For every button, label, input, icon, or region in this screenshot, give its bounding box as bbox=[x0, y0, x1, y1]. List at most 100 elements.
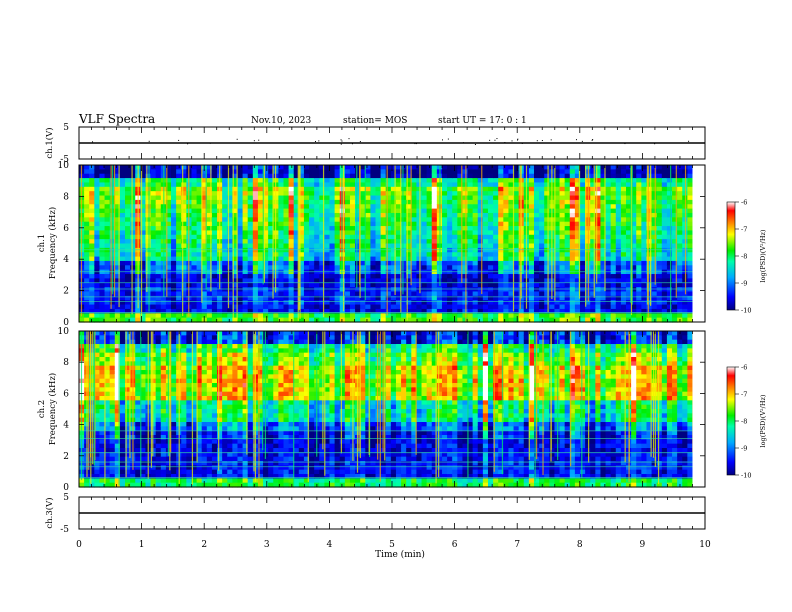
spectrogram-cell bbox=[370, 191, 377, 197]
spectrogram-cell bbox=[569, 247, 576, 253]
spectrogram-cell bbox=[580, 195, 586, 201]
spectrogram-cell bbox=[620, 221, 627, 227]
spectrogram-cell bbox=[656, 165, 663, 170]
spectrogram-cell bbox=[145, 260, 152, 266]
spectrogram-cell bbox=[457, 204, 464, 210]
spectrogram-cell bbox=[672, 230, 678, 236]
spectrogram-cell bbox=[513, 256, 520, 262]
spectrogram-cell bbox=[452, 217, 458, 223]
spectrogram-cell bbox=[324, 282, 331, 288]
spectrogram-cell bbox=[590, 300, 596, 306]
spectrogram-cell bbox=[636, 204, 642, 210]
spectrogram-cell bbox=[283, 291, 290, 297]
spectrogram-cell bbox=[375, 165, 382, 170]
spectrogram-cell bbox=[237, 169, 244, 175]
spectrogram-cell bbox=[99, 426, 106, 432]
spectrogram-cell bbox=[329, 169, 336, 175]
spectrogram-cell bbox=[319, 313, 325, 319]
spectrogram-cell bbox=[314, 278, 320, 284]
spectrogram-cell bbox=[125, 417, 131, 423]
spectrogram-cell bbox=[498, 199, 504, 205]
spectrogram-streak bbox=[593, 165, 595, 298]
spectrogram-cell bbox=[114, 317, 121, 323]
spectrogram-cell bbox=[145, 204, 152, 210]
spectrogram-cell bbox=[293, 195, 300, 201]
spectrogram-cell bbox=[447, 217, 453, 223]
spectrogram-cell bbox=[641, 256, 648, 262]
spectrogram-cell bbox=[365, 186, 372, 192]
spectrogram-cell bbox=[314, 239, 320, 245]
spectrogram-cell bbox=[211, 186, 218, 192]
spectrogram-cell bbox=[94, 435, 101, 440]
spectrogram-cell bbox=[569, 221, 576, 227]
spectrogram-cell bbox=[528, 291, 535, 297]
spectrogram-cell bbox=[339, 260, 346, 266]
spectrogram-cell bbox=[176, 186, 182, 192]
spectrogram-cell bbox=[99, 239, 106, 245]
spectrogram-cell bbox=[426, 230, 433, 236]
spectrogram-cell bbox=[309, 252, 315, 258]
spectrogram-cell bbox=[329, 226, 336, 232]
spectrogram-cell bbox=[298, 265, 305, 271]
spectrogram-cell bbox=[462, 230, 469, 236]
spectrogram-cell bbox=[298, 247, 305, 253]
spectrogram-cell bbox=[99, 439, 106, 445]
spectrogram-cell bbox=[615, 304, 622, 310]
spectrogram-cell bbox=[580, 256, 586, 262]
spectrogram-cell bbox=[651, 239, 658, 245]
spectrogram-cell bbox=[114, 443, 121, 449]
spectrogram-streak bbox=[547, 165, 549, 313]
spectrogram-cell bbox=[533, 260, 540, 266]
spectrogram-cell bbox=[150, 339, 157, 345]
spectrogram-cell bbox=[651, 243, 658, 249]
spectrogram-cell bbox=[171, 217, 177, 223]
spectrogram-cell bbox=[467, 221, 474, 227]
spectrogram-cell bbox=[666, 243, 673, 249]
spectrogram-cell bbox=[176, 230, 182, 236]
spectrogram-cell bbox=[401, 182, 407, 188]
spectrogram-cell bbox=[165, 291, 172, 297]
spectrogram-cell bbox=[600, 260, 607, 266]
spectrogram-cell bbox=[544, 300, 550, 306]
spectrogram-cell bbox=[401, 295, 407, 301]
spectrogram-cell bbox=[472, 191, 479, 197]
spectrogram-cell bbox=[293, 274, 300, 279]
spectrogram-cell bbox=[426, 287, 433, 293]
spectrogram-cell bbox=[355, 195, 361, 201]
spectrogram-cell bbox=[646, 195, 653, 201]
spectrogram-cell bbox=[355, 234, 361, 240]
spectrogram-cell bbox=[600, 191, 607, 197]
spectrogram-cell bbox=[252, 191, 259, 197]
spectrogram-cell bbox=[237, 191, 244, 197]
spectrogram-cell bbox=[661, 308, 668, 314]
spectrogram-streak bbox=[551, 165, 553, 300]
spectrogram-cell bbox=[191, 186, 198, 192]
spectrogram-cell bbox=[462, 226, 469, 232]
spectrogram-cell bbox=[211, 208, 218, 214]
spectrogram-cell bbox=[319, 226, 325, 232]
spectrogram-cell bbox=[651, 182, 658, 188]
spectrogram-cell bbox=[130, 317, 136, 323]
spectrogram-cell bbox=[360, 287, 366, 293]
spectrogram-cell bbox=[135, 443, 141, 449]
spectrogram-cell bbox=[94, 409, 101, 414]
spectrogram-cell bbox=[176, 291, 182, 297]
spectrogram-cell bbox=[610, 208, 617, 214]
spectrogram-cell bbox=[677, 195, 683, 201]
spectrogram-cell bbox=[426, 212, 433, 218]
spectrogram-cell bbox=[421, 178, 428, 184]
spectrogram-cell bbox=[232, 304, 239, 310]
spectrogram-cell bbox=[181, 199, 187, 205]
spectrogram-cell bbox=[176, 221, 182, 227]
spectrogram-cell bbox=[436, 287, 443, 293]
spectrogram-cell bbox=[339, 265, 346, 271]
spectrogram-cell bbox=[334, 265, 341, 271]
spectrogram-cell bbox=[201, 199, 208, 205]
spectrogram-cell bbox=[441, 217, 448, 223]
spectrogram-cell bbox=[421, 239, 428, 245]
spectrogram-cell bbox=[687, 308, 694, 314]
spectrogram-cell bbox=[595, 182, 602, 188]
spectrogram-cell bbox=[431, 308, 438, 314]
spectrogram-cell bbox=[99, 300, 106, 306]
spectrogram-cell bbox=[385, 204, 392, 210]
